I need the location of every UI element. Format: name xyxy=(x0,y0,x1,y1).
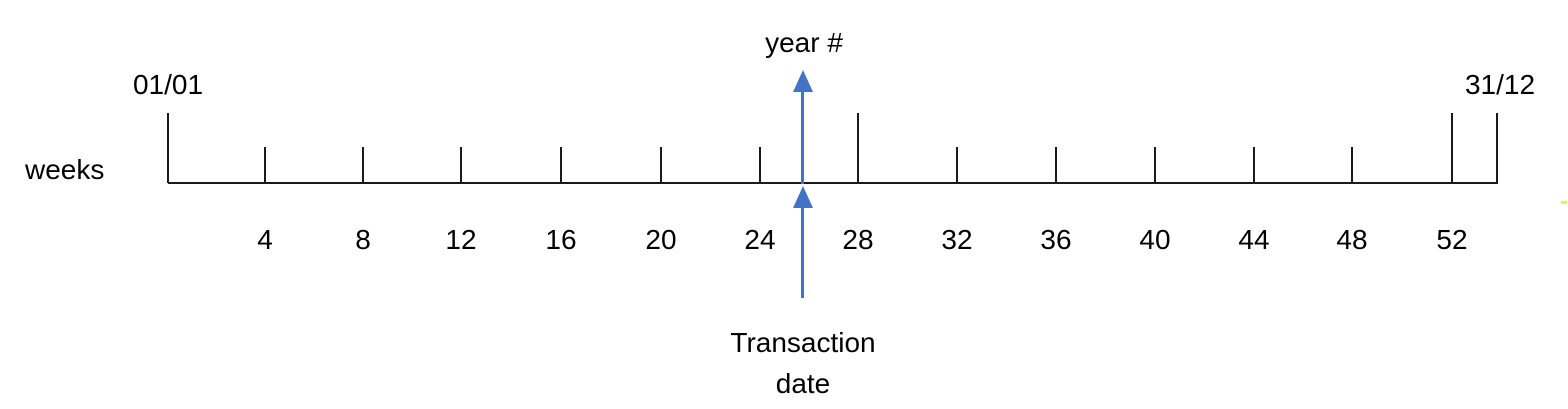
week-label-44: 44 xyxy=(1238,224,1270,255)
transaction-date-label-line1: Transaction xyxy=(730,327,876,358)
transaction-date-label: Transaction date xyxy=(730,322,875,404)
highlight-artifact xyxy=(1561,201,1567,204)
week-label-32: 32 xyxy=(941,224,973,255)
tick-week-44 xyxy=(1253,147,1255,183)
tick-week-28 xyxy=(857,113,859,183)
week-label-48: 48 xyxy=(1336,224,1368,255)
start-date-label: 01/01 xyxy=(132,69,204,100)
tick-week-48 xyxy=(1351,147,1353,183)
tick-start xyxy=(167,113,169,183)
year-arrow-head-icon xyxy=(793,70,813,92)
transaction-date-label-line2: date xyxy=(775,368,831,399)
tick-week-12 xyxy=(460,147,462,183)
week-label-36: 36 xyxy=(1040,224,1072,255)
end-date-label: 31/12 xyxy=(1464,69,1536,100)
tick-week-20 xyxy=(660,147,662,183)
tick-week-16 xyxy=(560,147,562,183)
week-label-52: 52 xyxy=(1436,224,1468,255)
tick-week-52 xyxy=(1451,113,1453,183)
weeks-axis-label: weeks xyxy=(25,154,105,185)
week-label-16: 16 xyxy=(545,224,577,255)
year-number-label: year # xyxy=(765,27,843,58)
week-label-20: 20 xyxy=(645,224,677,255)
week-label-12: 12 xyxy=(445,224,477,255)
tick-week-8 xyxy=(362,147,364,183)
tick-week-24 xyxy=(759,147,761,183)
week-label-24: 24 xyxy=(744,224,776,255)
week-label-28: 28 xyxy=(842,224,874,255)
transaction-arrow-head-icon xyxy=(793,186,813,208)
week-label-8: 8 xyxy=(355,224,371,255)
timeline-baseline xyxy=(168,182,1498,184)
tick-week-40 xyxy=(1154,147,1156,183)
week-label-4: 4 xyxy=(257,224,273,255)
tick-end xyxy=(1496,113,1498,183)
transaction-arrow-shaft xyxy=(801,206,804,298)
week-label-40: 40 xyxy=(1139,224,1171,255)
year-arrow-shaft xyxy=(801,90,804,184)
tick-week-32 xyxy=(956,147,958,183)
tick-week-36 xyxy=(1055,147,1057,183)
tick-week-4 xyxy=(264,147,266,183)
